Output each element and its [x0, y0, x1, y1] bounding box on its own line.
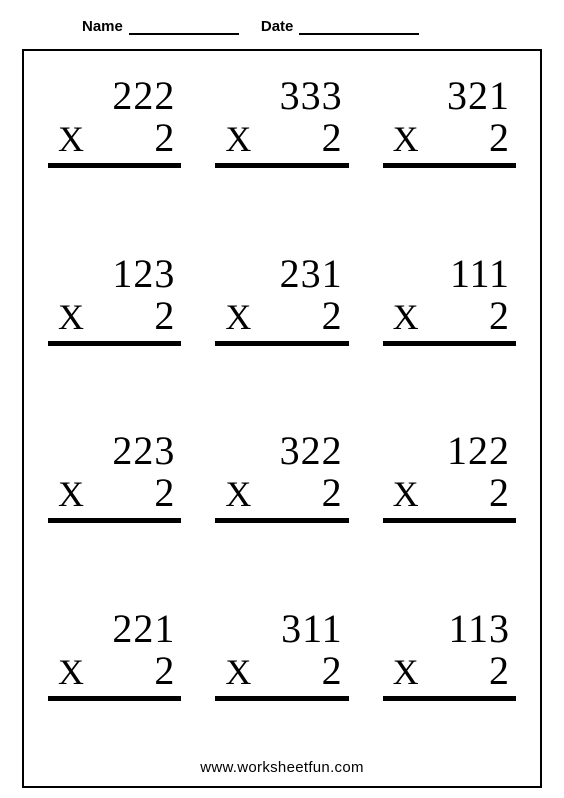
problem-underline [48, 341, 181, 346]
problem-underline [383, 518, 516, 523]
problem-cell: 221 X 2 [48, 608, 181, 750]
multiplier-row: X 2 [215, 650, 348, 694]
problem-underline [215, 163, 348, 168]
multiplier: 2 [489, 650, 510, 692]
problem-cell: 122 X 2 [383, 430, 516, 572]
operator-symbol: X [393, 476, 419, 514]
problem-cell: 222 X 2 [48, 75, 181, 217]
worksheet-page: Name Date 222 X 2 333 X 2 [0, 0, 564, 798]
multiplier-row: X 2 [383, 295, 516, 339]
problem-cell: 111 X 2 [383, 253, 516, 395]
problem-cell: 113 X 2 [383, 608, 516, 750]
multiplier-row: X 2 [215, 295, 348, 339]
problem-underline [48, 696, 181, 701]
multiplier-row: X 2 [383, 117, 516, 161]
multiplier: 2 [322, 472, 343, 514]
multiplicand: 113 [383, 608, 516, 650]
multiplier: 2 [154, 650, 175, 692]
operator-symbol: X [58, 476, 84, 514]
multiplicand: 123 [48, 253, 181, 295]
problem-cell: 311 X 2 [215, 608, 348, 750]
multiplier: 2 [154, 472, 175, 514]
problem-underline [48, 518, 181, 523]
operator-symbol: X [225, 476, 251, 514]
multiplier-row: X 2 [48, 472, 181, 516]
operator-symbol: X [225, 654, 251, 692]
multiplicand: 231 [215, 253, 348, 295]
multiplicand: 221 [48, 608, 181, 650]
name-blank-line[interactable] [129, 21, 239, 35]
header-row: Name Date [22, 18, 542, 35]
problem-cell: 223 X 2 [48, 430, 181, 572]
multiplier-row: X 2 [215, 117, 348, 161]
date-label: Date [261, 18, 294, 35]
problems-grid: 222 X 2 333 X 2 321 X 2 [38, 75, 526, 749]
multiplier: 2 [489, 295, 510, 337]
problem-underline [215, 341, 348, 346]
multiplier: 2 [489, 117, 510, 159]
problem-cell: 333 X 2 [215, 75, 348, 217]
multiplicand: 222 [48, 75, 181, 117]
multiplier: 2 [154, 295, 175, 337]
date-blank-line[interactable] [299, 21, 419, 35]
multiplicand: 321 [383, 75, 516, 117]
multiplicand: 111 [383, 253, 516, 295]
operator-symbol: X [225, 121, 251, 159]
multiplicand: 223 [48, 430, 181, 472]
operator-symbol: X [393, 121, 419, 159]
problem-underline [383, 163, 516, 168]
name-label: Name [82, 18, 123, 35]
problem-underline [383, 341, 516, 346]
multiplier: 2 [322, 295, 343, 337]
footer-url: www.worksheetfun.com [38, 759, 526, 776]
date-field: Date [261, 18, 420, 35]
problem-cell: 321 X 2 [383, 75, 516, 217]
multiplier-row: X 2 [383, 650, 516, 694]
multiplicand: 322 [215, 430, 348, 472]
name-field: Name [82, 18, 239, 35]
multiplier-row: X 2 [383, 472, 516, 516]
problem-cell: 123 X 2 [48, 253, 181, 395]
multiplier: 2 [154, 117, 175, 159]
problem-cell: 322 X 2 [215, 430, 348, 572]
operator-symbol: X [393, 654, 419, 692]
multiplicand: 311 [215, 608, 348, 650]
operator-symbol: X [393, 299, 419, 337]
multiplier-row: X 2 [48, 295, 181, 339]
problem-cell: 231 X 2 [215, 253, 348, 395]
multiplier-row: X 2 [48, 117, 181, 161]
operator-symbol: X [58, 121, 84, 159]
multiplier: 2 [322, 117, 343, 159]
multiplier-row: X 2 [48, 650, 181, 694]
problem-underline [48, 163, 181, 168]
multiplicand: 122 [383, 430, 516, 472]
problem-underline [383, 696, 516, 701]
operator-symbol: X [58, 299, 84, 337]
worksheet-frame: 222 X 2 333 X 2 321 X 2 [22, 49, 542, 788]
operator-symbol: X [58, 654, 84, 692]
multiplicand: 333 [215, 75, 348, 117]
problem-underline [215, 518, 348, 523]
multiplier-row: X 2 [215, 472, 348, 516]
problem-underline [215, 696, 348, 701]
operator-symbol: X [225, 299, 251, 337]
multiplier: 2 [322, 650, 343, 692]
multiplier: 2 [489, 472, 510, 514]
